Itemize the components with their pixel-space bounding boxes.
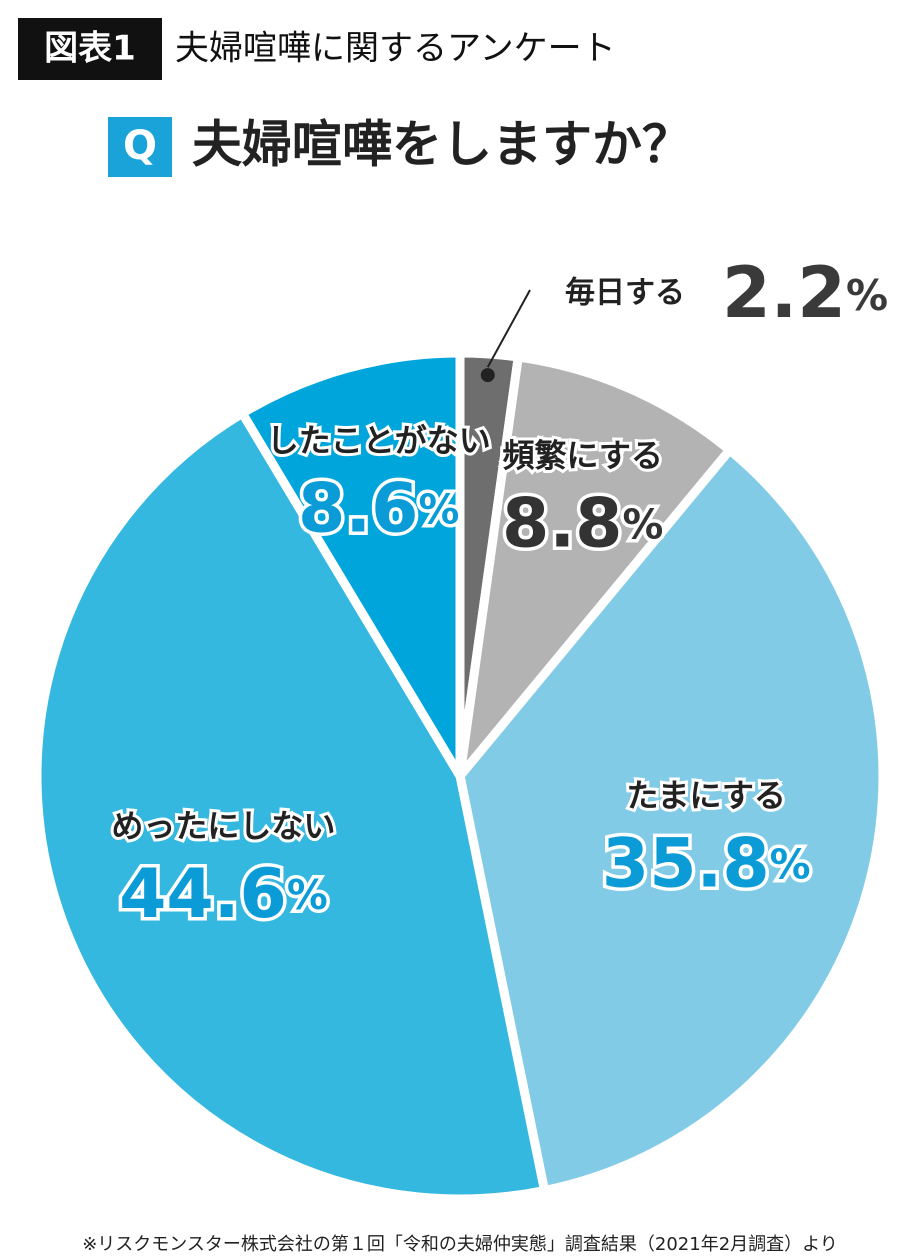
category-label: 毎日する — [565, 276, 685, 311]
category-label: したことがない — [267, 421, 491, 459]
value-label: 8.6% — [298, 469, 459, 548]
pie-slice — [32, 408, 549, 1204]
pie-slice — [237, 348, 465, 781]
pie: 毎日する 2.2% 頻繁にする 8.8% たまにする 35.8% めったにしない 44.6% し… — [32, 252, 888, 1204]
category-label: めったにしない — [111, 807, 335, 845]
header-badge-bg — [18, 18, 162, 80]
value-label: 44.6% — [119, 854, 328, 933]
question-badge: Q — [123, 123, 157, 169]
header-title: 夫婦喧嘩に関するアンケート — [175, 29, 616, 69]
pie-slice — [455, 352, 735, 781]
header-badge: 図表1 — [44, 29, 136, 69]
footnote: ※リスクモンスター株式会社の第１回「令和の夫婦仲実態」調査結果（2021年2月調… — [82, 1234, 838, 1255]
question-text: 夫婦喧嘩をしますか？ — [192, 116, 692, 174]
leader-dot — [480, 368, 495, 383]
category-label: たまにする — [627, 777, 786, 815]
category-label: 頻繁にする — [503, 436, 663, 474]
leader-line — [486, 289, 531, 368]
value-label: 8.8% — [502, 484, 663, 563]
question-badge-bg — [108, 117, 172, 177]
pie-slice — [455, 445, 888, 1195]
value-label: 35.8% — [602, 824, 811, 903]
value-label: 2.2% — [722, 252, 888, 334]
